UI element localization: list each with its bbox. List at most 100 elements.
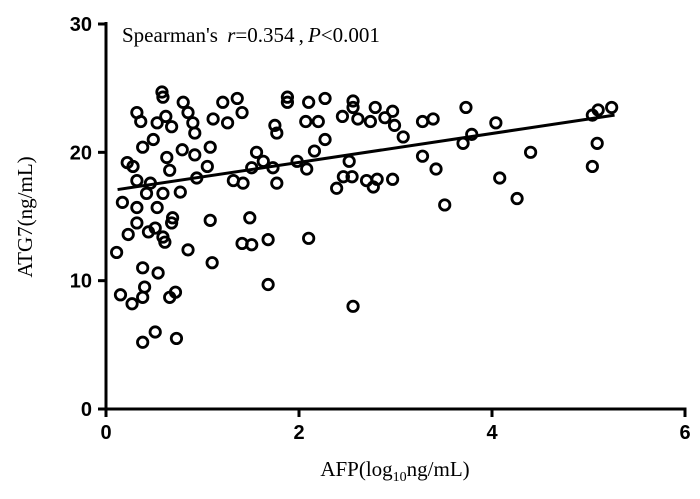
data-point [136,140,150,154]
data-point [175,143,189,157]
data-point [300,162,314,176]
data-point [256,154,270,168]
y-tick-label: 20 [70,142,92,164]
data-point [181,243,195,257]
data-point [386,172,400,186]
data-point [125,297,139,311]
data-point [134,114,148,129]
x-axis-title: AFP(log10ng/mL) [320,457,469,485]
data-point [158,235,172,249]
data-point [160,150,174,165]
data-point [523,145,538,159]
regression-line [117,113,615,192]
data-point [156,186,170,200]
data-point [150,200,164,215]
data-point [396,130,410,144]
data-point [459,100,473,115]
data-point [307,144,322,158]
data-point [173,185,187,199]
data-point [261,233,275,247]
data-point [151,266,165,280]
data-point [336,170,350,184]
data-point [302,95,316,109]
data-point [270,176,284,190]
data-point [150,116,164,130]
data-point [415,149,430,163]
data-point [165,120,179,134]
data-point [188,148,202,162]
data-point [136,290,150,304]
data-point [335,109,350,124]
data-point [493,171,507,185]
axes: 0 2 4 6 0 10 20 30 [70,14,691,444]
data-point [585,159,599,174]
y-tick-label: 10 [70,271,92,293]
data-point [378,111,392,125]
data-point [302,231,316,245]
data-point [130,200,144,215]
data-point [205,256,219,270]
data-point [186,116,200,130]
data-point [136,261,150,275]
data-point [148,221,162,235]
spearman-annotation: Spearman's r=0.354 , P<0.001 [122,23,380,47]
data-point [415,114,430,129]
data-point [165,211,180,225]
y-tick-label: 0 [81,399,92,421]
data-point [243,211,257,225]
data-point [138,280,152,294]
data-point [280,95,295,109]
data-point [148,325,162,339]
data-point [113,288,128,302]
data-point [169,331,184,346]
data-point [346,100,360,115]
data-points [110,85,619,349]
data-point [318,132,332,147]
data-point [345,170,359,184]
data-point [165,216,179,230]
data-point [159,109,173,124]
data-point [146,132,160,147]
data-point [155,85,169,99]
data-point [386,104,400,118]
data-point [366,180,380,194]
data-point [387,118,402,132]
data-point [168,285,183,299]
data-point [438,198,452,212]
y-axis-title: ATG7(ng/mL) [13,156,37,277]
data-point [200,159,214,174]
data-point [280,90,295,104]
data-point [330,181,344,195]
data-point [176,95,190,109]
data-point [115,195,130,209]
data-point [346,94,360,108]
data-point [139,186,154,200]
data-point [203,213,217,227]
data-point [130,216,144,230]
data-point [311,114,325,129]
data-point [203,140,217,154]
data-point [126,159,140,174]
data-point [363,114,378,129]
data-point [299,114,313,129]
data-point [235,105,249,120]
data-point [110,245,124,260]
data-point [216,95,230,109]
data-point [220,116,235,130]
x-tick-label: 0 [100,422,111,444]
data-point [342,154,356,168]
data-point [351,112,365,126]
data-point [121,227,135,242]
data-point [130,173,144,188]
data-point [318,91,332,106]
data-point [605,100,619,115]
data-point [230,91,244,106]
data-point [510,191,524,206]
x-tick-label: 6 [679,422,690,444]
data-point [489,116,503,130]
data-point [136,335,150,349]
data-point [206,112,220,126]
data-point [236,176,250,190]
y-tick-label: 30 [70,14,92,36]
